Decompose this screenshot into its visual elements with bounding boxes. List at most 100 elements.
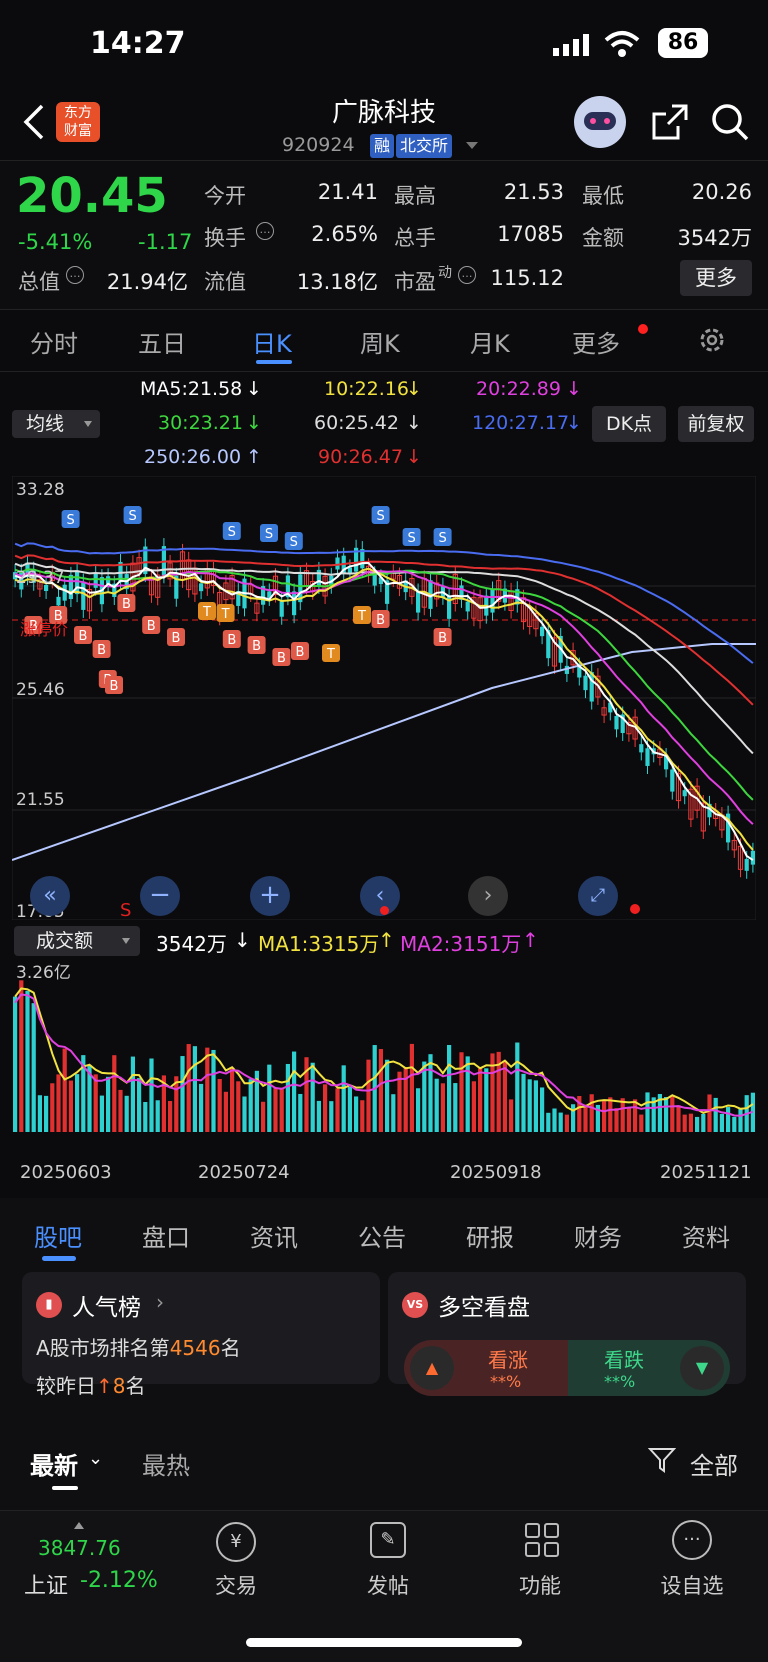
candle <box>335 557 340 570</box>
quote-panel <box>0 160 768 310</box>
tab-research[interactable]: 研报 <box>466 1224 514 1252</box>
candle <box>477 597 483 622</box>
candle <box>564 665 569 674</box>
trade-marker-letter: T <box>202 605 211 620</box>
tab-handicap[interactable]: 盘口 <box>142 1224 190 1252</box>
index-name[interactable]: 上证 <box>24 1574 69 1599</box>
nav-watchlist[interactable]: 设自选 <box>660 1574 724 1598</box>
index-value[interactable]: 3847.76 <box>38 1536 121 1560</box>
volume-bar <box>564 1114 569 1132</box>
volume-bar <box>31 1003 36 1132</box>
feed-hot-tab[interactable]: 最热 <box>142 1452 190 1480</box>
dk-point-button[interactable]: DK点 <box>592 406 666 442</box>
info-icon[interactable]: … <box>66 266 84 284</box>
volume-bar <box>614 1108 619 1132</box>
grid-icon[interactable] <box>524 1522 560 1562</box>
volume-selector[interactable]: 成交额 <box>14 926 140 956</box>
s-marker-label: S <box>120 900 132 921</box>
volume-bar <box>223 1091 228 1132</box>
volume-bar <box>211 1049 216 1132</box>
popularity-card[interactable] <box>22 1272 380 1384</box>
dropdown-icon[interactable] <box>466 142 478 149</box>
tab-weekly-k[interactable]: 周K <box>360 330 400 358</box>
edit-icon[interactable]: ✎ <box>370 1522 406 1558</box>
vote-down-label: 看跌 <box>604 1348 644 1372</box>
vote-title: 多空看盘 <box>438 1295 530 1321</box>
nav-function[interactable]: 功能 <box>519 1574 561 1598</box>
ma-selector[interactable]: 均线 <box>12 410 100 438</box>
back-button[interactable] <box>22 104 46 144</box>
nav-trade[interactable]: 交易 <box>215 1574 257 1598</box>
search-icon[interactable] <box>710 102 750 146</box>
share-icon[interactable] <box>650 102 690 146</box>
high-value: 21.53 <box>503 180 564 204</box>
tab-forum[interactable]: 股吧 <box>34 1224 82 1252</box>
volume-bar <box>509 1099 514 1132</box>
up-arrow-icon: ↑ <box>96 1374 113 1398</box>
trade-marker-letter: T <box>221 607 230 622</box>
tab-more[interactable]: 更多 <box>572 330 620 358</box>
ma30-line <box>14 568 754 801</box>
volume-bar <box>626 1107 631 1132</box>
more-dots-icon[interactable]: ··· <box>672 1520 712 1560</box>
tab-five-day[interactable]: 五日 <box>138 330 186 358</box>
feed-filter-label[interactable]: 全部 <box>690 1452 738 1480</box>
tab-finance[interactable]: 财务 <box>574 1224 622 1252</box>
candle <box>316 569 321 586</box>
volume-label: 总手 <box>394 226 436 250</box>
ma10-label: 10:22.16 <box>324 378 409 400</box>
adjust-button[interactable]: 前复权 <box>678 406 754 442</box>
tab-news[interactable]: 资讯 <box>250 1224 298 1252</box>
volume-bar <box>87 1065 92 1132</box>
zoom-out-icon[interactable]: − <box>140 876 180 916</box>
tab-daily-k[interactable]: 日K <box>252 330 292 358</box>
tab-intraday[interactable]: 分时 <box>30 330 78 358</box>
volume-bar <box>422 1061 427 1132</box>
status-time: 14:27 <box>90 26 186 61</box>
pe-value: 115.12 <box>490 266 564 290</box>
volume-bar <box>44 1095 49 1132</box>
info-icon[interactable]: … <box>458 266 476 284</box>
kline-chart[interactable]: SSSSSSSSBBBBBBBBBBBTTTTBBBB <box>12 476 756 920</box>
ma90-line <box>14 554 754 706</box>
volume-bar <box>99 1095 104 1132</box>
next-icon[interactable]: › <box>468 876 508 916</box>
filter-icon[interactable] <box>647 1446 677 1478</box>
yuan-icon[interactable]: ¥ <box>216 1522 256 1562</box>
trade-marker-letter: B <box>97 643 106 658</box>
info-icon[interactable]: … <box>256 222 274 240</box>
volume-chart[interactable] <box>12 956 756 1152</box>
candle <box>75 570 80 595</box>
tab-notice[interactable]: 公告 <box>358 1224 406 1252</box>
volume-bar <box>192 1046 197 1132</box>
trade-marker-letter: S <box>66 513 74 528</box>
notification-dot <box>638 324 648 334</box>
trade-marker <box>167 628 185 646</box>
volume-bar <box>639 1114 644 1132</box>
zoom-in-icon[interactable]: + <box>250 876 290 916</box>
more-button[interactable]: 更多 <box>680 260 752 296</box>
candle <box>292 591 297 616</box>
margin-tag: 融 <box>370 134 395 158</box>
chart-bar-icon: ▮ <box>36 1292 62 1318</box>
down-arrow-icon: ↓ <box>406 412 422 434</box>
settings-gear-icon[interactable] <box>696 324 728 360</box>
nav-post[interactable]: 发帖 <box>367 1574 409 1598</box>
tab-profile[interactable]: 资料 <box>682 1224 730 1252</box>
feed-latest-tab[interactable]: 最新 <box>30 1452 78 1480</box>
scroll-left-icon[interactable]: « <box>30 876 70 916</box>
volume-bar <box>682 1114 687 1132</box>
volume-bar <box>688 1113 693 1132</box>
fullscreen-icon[interactable]: ⤢ <box>578 876 618 916</box>
tab-monthly-k[interactable]: 月K <box>470 330 510 358</box>
volume-bar <box>56 1074 61 1132</box>
robot-avatar-icon[interactable] <box>574 96 626 148</box>
trade-marker <box>198 602 216 620</box>
float-value: 13.18亿 <box>296 270 378 294</box>
volume-bar <box>168 1100 173 1132</box>
candle <box>577 665 582 678</box>
volume-bar <box>37 1095 42 1132</box>
candle <box>496 580 502 602</box>
volume-bar <box>645 1092 650 1132</box>
volume-value: 3542万 <box>156 932 227 956</box>
